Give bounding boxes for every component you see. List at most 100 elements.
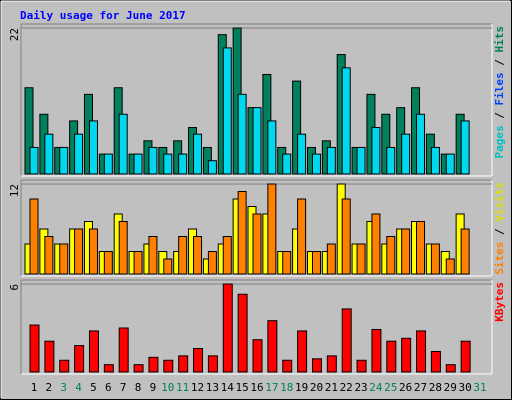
x-tick-label: 19 [295,381,308,394]
bar [252,213,262,275]
x-tick-label: 5 [90,381,97,394]
bar [311,358,322,373]
legend: Pages / Files / Hits [493,26,506,159]
bar [371,213,381,275]
bar [416,330,427,373]
bar [381,113,391,175]
x-tick-label: 13 [206,381,219,394]
bar [445,364,456,373]
bar [118,221,128,275]
bar [163,359,174,373]
bar [148,146,158,175]
x-tick-label: 27 [414,381,427,394]
bar [148,236,158,275]
bar [193,348,204,373]
x-tick-label: 30 [459,381,472,394]
bar [292,80,302,175]
bar [267,120,277,175]
x-tick-label: 23 [354,381,367,394]
legend-entry: Files [493,72,506,105]
bar [237,191,247,275]
bar [356,243,366,275]
bar [430,146,440,175]
bar [88,120,98,175]
legend-separator: / [493,222,506,242]
legend: Sites / Visits [493,182,506,275]
bar [386,146,396,175]
bar [207,160,217,175]
x-tick-label: 6 [105,381,112,394]
legend-entry: Hits [493,26,506,53]
bar [401,228,411,275]
bar [341,308,352,373]
bar [44,133,54,175]
bar [430,350,441,373]
legend-entry: Visits [493,182,506,222]
x-tick-label: 26 [399,381,412,394]
bar [267,320,278,373]
legend-entry: KBytes [493,282,506,322]
bar [178,153,188,175]
legend-entry: Pages [493,125,506,158]
bar [445,258,455,275]
bar [24,87,34,175]
bar [416,221,426,275]
bar [207,251,217,275]
bar [103,153,113,175]
bar [74,228,84,275]
bar [133,153,143,175]
x-tick-label: 8 [135,381,142,394]
bar [297,198,307,275]
legend-entry: Sites [493,242,506,275]
x-tick-label: 21 [325,381,338,394]
x-tick-label: 25 [384,381,397,394]
bar [252,339,263,373]
bar [44,340,55,373]
bar [386,340,397,373]
x-tick-label: 20 [310,381,323,394]
bar [252,107,262,175]
bar [193,236,203,275]
bar [88,330,99,373]
bar [356,146,366,175]
bar [386,236,396,275]
bar [401,337,412,373]
bar [460,340,471,373]
bar [59,243,69,275]
x-tick-label: 22 [340,381,353,394]
bar [103,251,113,275]
bar [178,236,188,275]
legend-separator: / [493,106,506,126]
bar [297,133,307,175]
x-tick-label: 31 [473,381,486,394]
x-tick-label: 10 [161,381,174,394]
bar [29,198,39,275]
legend: KBytes [493,282,506,322]
bar [133,364,144,373]
bar [148,356,159,373]
bar [237,93,247,175]
bar [282,251,292,275]
y-tick-label: 12 [8,184,21,197]
bar [237,293,248,373]
bar [371,328,382,373]
bar [297,330,308,373]
bar [401,133,411,175]
bar [222,47,232,175]
bar [29,146,39,175]
bar [326,146,336,175]
x-tick-label: 3 [60,381,67,394]
bar [311,153,321,175]
bar [207,355,218,373]
bar [193,133,203,175]
bar [282,153,292,175]
bar [430,243,440,275]
y-tick-label: 22 [8,28,21,41]
bar [460,228,470,275]
bar [44,236,54,275]
bar [267,183,277,275]
bar [445,153,455,175]
bar [222,236,232,275]
